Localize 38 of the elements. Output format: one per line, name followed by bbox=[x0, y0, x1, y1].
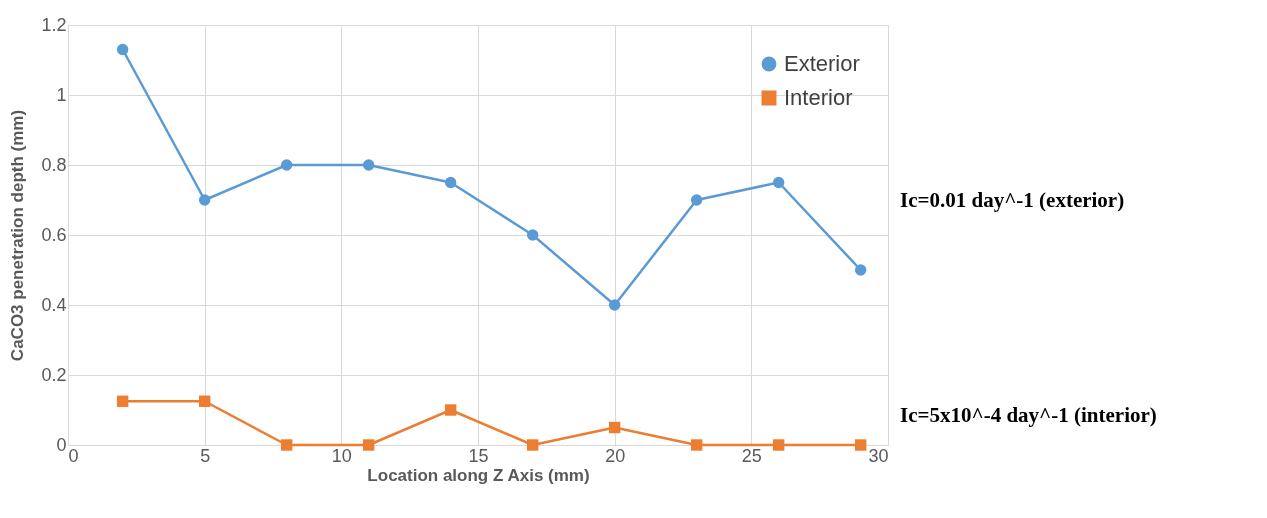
legend-label: Interior bbox=[784, 85, 853, 110]
point bbox=[772, 439, 785, 451]
point bbox=[608, 421, 621, 434]
point bbox=[116, 43, 129, 56]
text: Ic=0.01 day^-1 (exterior) bbox=[900, 188, 1125, 213]
point bbox=[772, 176, 785, 189]
x-tick-label: 15 bbox=[468, 445, 489, 466]
y-tick-label: 0.4 bbox=[41, 294, 67, 315]
y-axis-title: CaCO3 penetration depth (mm) bbox=[8, 109, 28, 362]
point bbox=[444, 404, 457, 416]
x-tick-label: 10 bbox=[331, 445, 352, 466]
point bbox=[280, 439, 293, 451]
x-tick-label: 20 bbox=[605, 445, 626, 466]
legend-label: Exterior bbox=[784, 51, 860, 76]
point bbox=[690, 194, 703, 206]
y-tick-label: 0.6 bbox=[41, 224, 67, 245]
y-tick-label: 0.8 bbox=[41, 154, 67, 175]
x-axis-title: Location along Z Axis (mm) bbox=[367, 465, 590, 485]
point bbox=[198, 194, 211, 206]
point bbox=[198, 395, 211, 407]
point bbox=[362, 439, 375, 451]
x-tick-label: 30 bbox=[868, 445, 889, 466]
point bbox=[280, 159, 293, 171]
text: Ic=5x10^-4 day^-1 (interior) bbox=[900, 402, 1157, 427]
point bbox=[854, 439, 867, 451]
point bbox=[444, 176, 457, 189]
x-tick-label: 5 bbox=[200, 445, 211, 466]
y-tick-label: 1 bbox=[56, 84, 67, 105]
point bbox=[526, 229, 539, 241]
point bbox=[690, 439, 703, 451]
point bbox=[526, 439, 539, 451]
y-tick-label: 0.2 bbox=[41, 364, 67, 385]
y-tick-label: 1.2 bbox=[41, 14, 67, 35]
point bbox=[116, 395, 129, 407]
x-tick-label: 25 bbox=[741, 445, 762, 466]
point bbox=[608, 299, 621, 311]
point bbox=[362, 159, 375, 171]
point bbox=[854, 264, 867, 276]
